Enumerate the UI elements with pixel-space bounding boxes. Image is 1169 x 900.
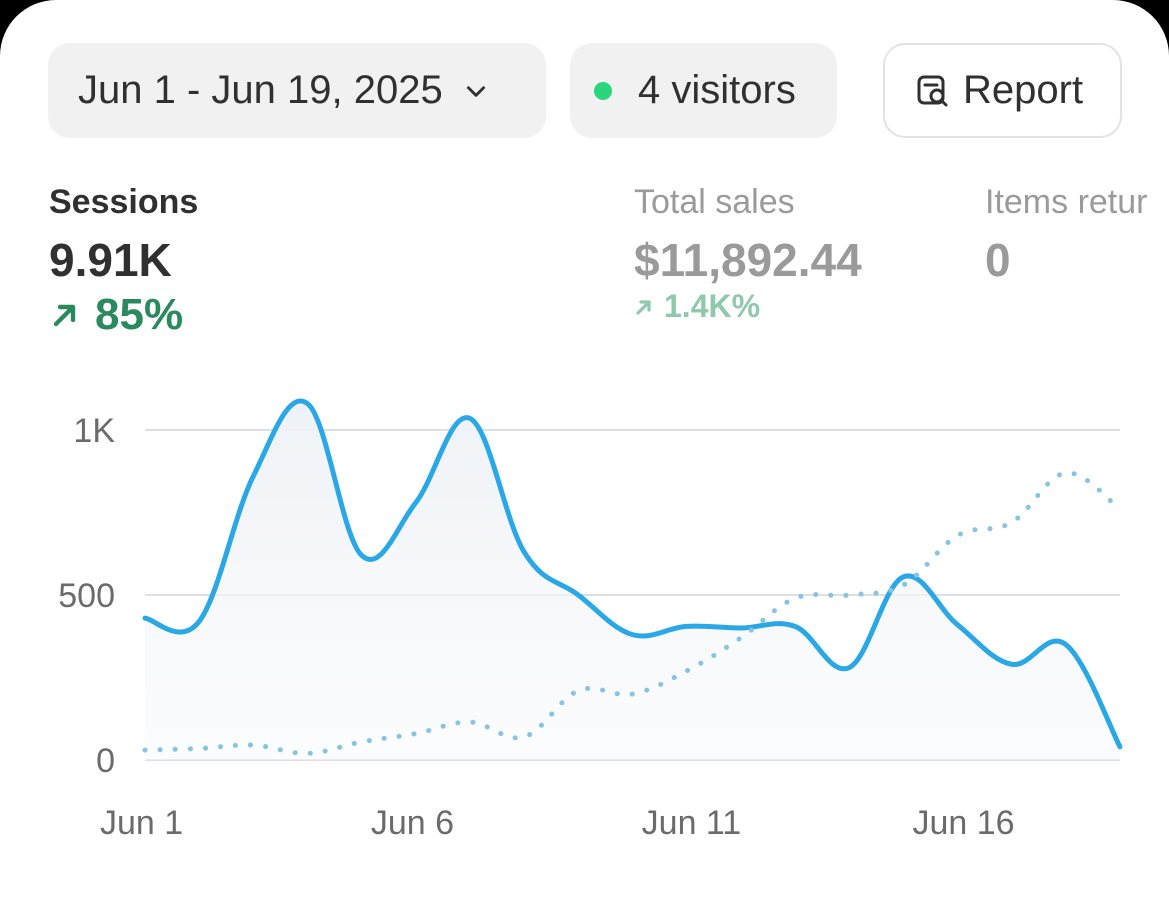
data-point-current[interactable]: [627, 629, 639, 641]
metric-label: Sessions: [49, 183, 199, 221]
visitors-label: 4 visitors: [638, 68, 796, 112]
sessions-chart: 0 500 1K Jun 1 Jun 6 Jun 11 Jun 16: [58, 398, 1126, 841]
metric-value: 0: [985, 234, 1011, 286]
y-tick-label: 1K: [73, 412, 115, 450]
data-point-current[interactable]: [1060, 639, 1072, 651]
data-point-current[interactable]: [843, 662, 855, 674]
metric-sessions[interactable]: Sessions 9.91K 85%: [49, 182, 198, 340]
date-range-selector[interactable]: Jun 1 - Jun 19, 2025: [48, 43, 546, 138]
metric-total-sales[interactable]: Total sales $11,892.44 1.4K%: [634, 182, 862, 325]
date-range-label: Jun 1 - Jun 19, 2025: [78, 68, 443, 112]
metric-value: $11,892.44: [634, 234, 862, 286]
data-point-comparison[interactable]: [952, 530, 964, 542]
data-point-comparison[interactable]: [843, 589, 855, 601]
metric-delta-value: 85%: [95, 290, 184, 339]
x-tick-label: Jun 16: [913, 804, 1015, 841]
data-point-comparison[interactable]: [193, 742, 205, 754]
data-point-comparison[interactable]: [410, 728, 422, 740]
report-button[interactable]: Report: [883, 43, 1122, 138]
series-line-comparison: [142, 470, 1123, 756]
live-visitors-badge[interactable]: 4 visitors: [570, 43, 837, 138]
x-tick-label: Jun 11: [642, 804, 742, 841]
data-point-current[interactable]: [193, 615, 205, 627]
series-line-current: [142, 398, 1123, 750]
x-tick-label: Jun 1: [100, 804, 183, 841]
data-point-comparison[interactable]: [464, 716, 476, 728]
data-point-current[interactable]: [410, 497, 422, 509]
metric-delta: 1.4K%: [634, 288, 862, 325]
arrow-up-right-icon: [636, 299, 651, 315]
data-point-current[interactable]: [464, 412, 476, 424]
data-point-comparison[interactable]: [681, 665, 693, 677]
data-point-comparison[interactable]: [518, 731, 530, 743]
data-point-current[interactable]: [952, 619, 964, 631]
metric-label: Total sales: [634, 183, 795, 221]
x-tick-label: Jun 6: [371, 804, 454, 841]
data-point-current[interactable]: [681, 620, 693, 632]
data-point-current[interactable]: [302, 398, 314, 410]
data-point-current[interactable]: [356, 549, 368, 561]
metric-delta-value: 1.4K%: [664, 288, 761, 324]
data-point-comparison[interactable]: [735, 632, 747, 644]
data-point-comparison[interactable]: [627, 688, 639, 700]
data-point-current[interactable]: [572, 589, 584, 601]
data-point-comparison[interactable]: [789, 592, 801, 604]
data-point-comparison[interactable]: [302, 747, 314, 759]
data-point-current[interactable]: [1114, 741, 1126, 753]
metric-delta: 85%: [49, 290, 198, 340]
series-area: [145, 401, 1120, 760]
live-dot-icon: [594, 81, 612, 100]
y-tick-label: 0: [96, 742, 115, 780]
data-point-current[interactable]: [518, 546, 530, 558]
report-search-icon: [917, 75, 948, 106]
data-point-comparison[interactable]: [356, 736, 368, 748]
data-point-comparison[interactable]: [1060, 467, 1072, 479]
data-point-comparison[interactable]: [1006, 516, 1018, 528]
arrow-up-right-icon: [53, 304, 76, 327]
data-point-current[interactable]: [139, 612, 151, 624]
data-point-comparison[interactable]: [1114, 503, 1126, 515]
chevron-down-icon: [466, 85, 485, 97]
data-point-comparison[interactable]: [897, 579, 909, 591]
y-tick-label: 500: [58, 577, 115, 615]
data-point-current[interactable]: [789, 620, 801, 632]
data-point-comparison[interactable]: [572, 685, 584, 697]
data-point-comparison[interactable]: [247, 739, 259, 751]
metric-items-returned[interactable]: Items retur 0: [985, 182, 1147, 288]
report-label: Report: [963, 68, 1084, 112]
metric-value: 9.91K: [49, 234, 172, 286]
data-point-current[interactable]: [247, 470, 259, 482]
metric-label: Items retur: [985, 183, 1148, 221]
data-point-current[interactable]: [1006, 658, 1018, 670]
data-point-comparison[interactable]: [139, 744, 151, 756]
